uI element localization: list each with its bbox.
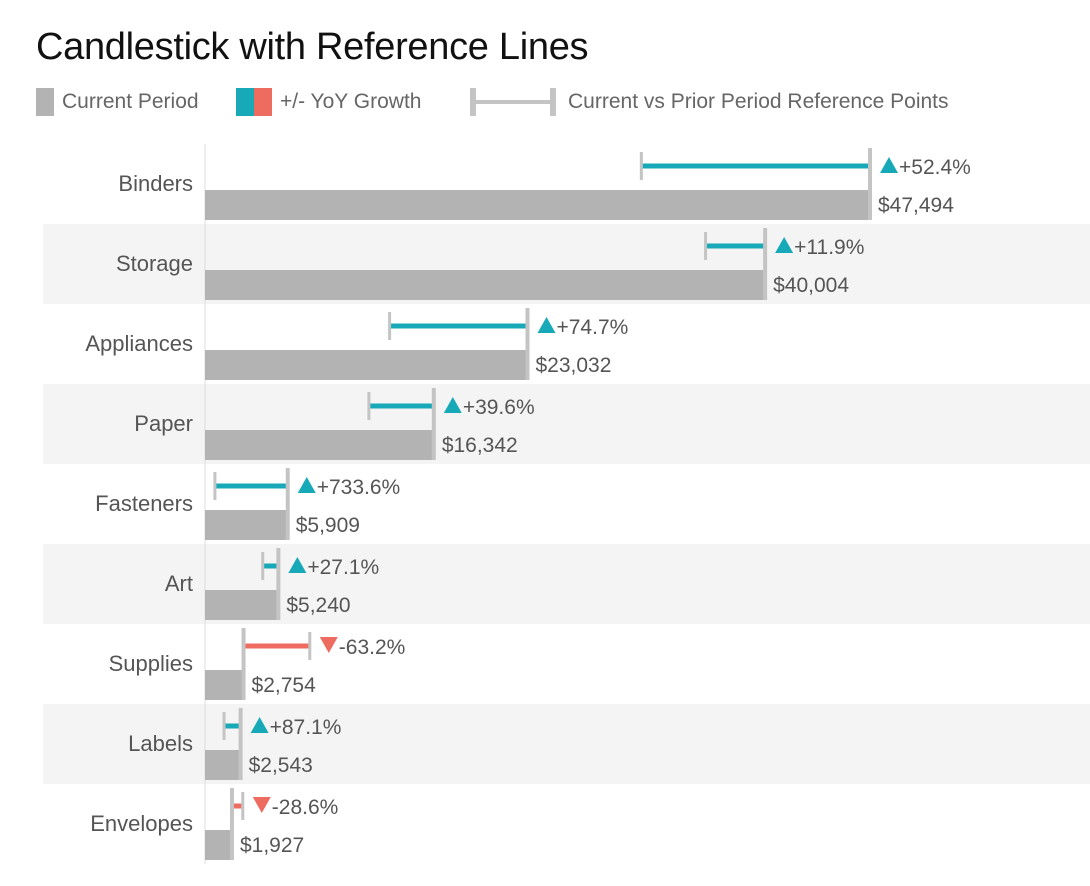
value-label-supplies: $2,754 <box>252 674 317 697</box>
category-label-paper: Paper <box>134 411 193 436</box>
legend-label-yoy-growth: +/- YoY Growth <box>280 90 422 113</box>
category-label-supplies: Supplies <box>109 651 193 676</box>
current-reference-tick-paper <box>431 388 436 460</box>
bar-storage <box>205 270 766 300</box>
value-label-labels: $2,543 <box>249 754 313 777</box>
growth-label-binders: +52.4% <box>899 156 971 179</box>
prior-reference-tick-labels <box>222 712 226 740</box>
growth-down-icon-envelopes <box>252 797 271 813</box>
value-label-storage: $40,004 <box>773 274 849 297</box>
bar-fasteners <box>205 510 288 540</box>
legend-label-reference-points: Current vs Prior Period Reference Points <box>568 90 949 113</box>
category-label-storage: Storage <box>116 251 193 276</box>
growth-label-fasteners: +733.6% <box>317 476 401 499</box>
growth-line-labels <box>224 723 241 729</box>
growth-label-appliances: +74.7% <box>556 316 628 339</box>
value-label-binders: $47,494 <box>878 194 954 217</box>
bar-paper <box>205 430 434 460</box>
current-reference-tick-envelopes <box>229 788 234 860</box>
bar-supplies <box>205 670 244 700</box>
category-label-binders: Binders <box>118 171 193 196</box>
value-label-paper: $16,342 <box>442 434 518 457</box>
growth-line-envelopes <box>231 803 243 809</box>
legend-label-current-period: Current Period <box>62 90 199 113</box>
category-label-labels: Labels <box>128 731 193 756</box>
prior-reference-tick-appliances <box>388 312 392 340</box>
prior-reference-tick-paper <box>367 392 371 420</box>
current-reference-tick-appliances <box>525 308 530 380</box>
growth-label-labels: +87.1% <box>270 716 342 739</box>
prior-reference-tick-envelopes <box>241 792 245 820</box>
value-label-fasteners: $5,909 <box>296 514 360 537</box>
growth-up-icon-storage <box>775 237 794 253</box>
current-reference-tick-art <box>276 548 281 620</box>
current-reference-tick-fasteners <box>285 468 290 540</box>
current-reference-tick-storage <box>763 228 768 300</box>
prior-reference-tick-binders <box>639 152 643 180</box>
growth-label-storage: +11.9% <box>794 236 864 259</box>
prior-reference-tick-fasteners <box>213 472 217 500</box>
growth-up-icon-paper <box>443 397 462 413</box>
growth-line-binders <box>641 163 870 169</box>
legend-swatch-growth-down <box>254 88 272 116</box>
value-label-appliances: $23,032 <box>535 354 611 377</box>
category-label-art: Art <box>165 571 193 596</box>
growth-up-icon-appliances <box>537 317 556 333</box>
growth-up-icon-labels <box>250 717 269 733</box>
category-label-fasteners: Fasteners <box>95 491 193 516</box>
legend-swatch-current-period <box>36 88 54 116</box>
value-label-art: $5,240 <box>286 594 350 617</box>
row-band-paper <box>43 384 1090 464</box>
growth-line-art <box>262 563 279 569</box>
prior-reference-tick-supplies <box>308 632 312 660</box>
current-reference-tick-labels <box>238 708 243 780</box>
prior-reference-tick-storage <box>704 232 708 260</box>
row-band-labels <box>43 704 1090 784</box>
growth-label-art: +27.1% <box>307 556 379 579</box>
row-band-art <box>43 544 1090 624</box>
bar-envelopes <box>205 830 232 860</box>
growth-line-supplies <box>243 643 310 649</box>
bar-labels <box>205 750 241 780</box>
category-label-envelopes: Envelopes <box>90 811 193 836</box>
growth-line-fasteners <box>214 483 288 489</box>
growth-label-envelopes: -28.6% <box>272 796 339 819</box>
growth-label-paper: +39.6% <box>463 396 535 419</box>
legend-swatch-growth-up <box>236 88 254 116</box>
growth-line-paper <box>368 403 434 409</box>
prior-reference-tick-art <box>261 552 265 580</box>
current-reference-tick-supplies <box>241 628 246 700</box>
current-reference-tick-binders <box>868 148 872 220</box>
legend-swatch-reference-points <box>470 88 556 116</box>
growth-up-icon-art <box>288 557 307 573</box>
growth-down-icon-supplies <box>319 637 338 653</box>
chart-title: Candlestick with Reference Lines <box>36 26 589 68</box>
category-label-appliances: Appliances <box>85 331 193 356</box>
growth-line-appliances <box>389 323 528 329</box>
value-label-envelopes: $1,927 <box>240 834 304 857</box>
bar-appliances <box>205 350 528 380</box>
growth-up-icon-binders <box>880 157 898 173</box>
bar-binders <box>205 190 870 220</box>
growth-label-supplies: -63.2% <box>339 636 406 659</box>
growth-line-storage <box>705 243 766 249</box>
bar-art <box>205 590 279 620</box>
growth-up-icon-fasteners <box>297 477 316 493</box>
